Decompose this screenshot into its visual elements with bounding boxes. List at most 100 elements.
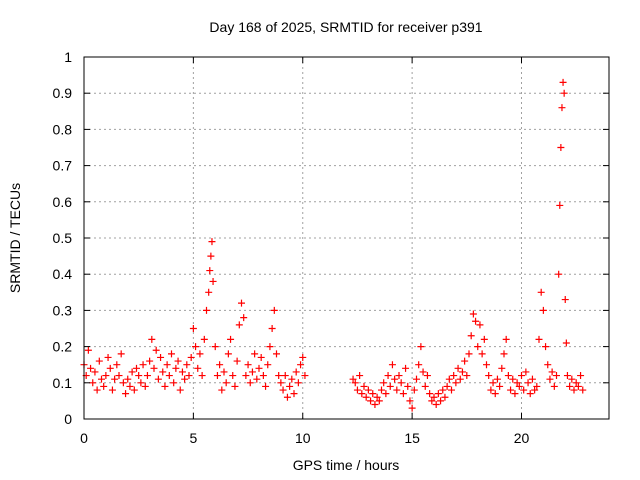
data-point xyxy=(544,361,552,369)
data-point xyxy=(251,350,259,358)
data-point xyxy=(168,350,175,358)
data-point xyxy=(220,368,228,376)
data-point xyxy=(115,372,123,380)
data-point xyxy=(205,288,213,296)
data-point xyxy=(456,375,464,383)
data-point xyxy=(133,364,140,372)
data-point xyxy=(231,382,239,390)
x-tick-label: 5 xyxy=(189,430,197,446)
data-point xyxy=(498,364,506,372)
data-point xyxy=(410,386,418,394)
data-point xyxy=(515,382,523,390)
y-axis-label: SRMTID / TECUs xyxy=(7,183,23,293)
y-tick-label: 0 xyxy=(64,411,72,427)
data-point xyxy=(432,401,440,409)
data-point xyxy=(286,382,294,390)
data-point xyxy=(502,335,510,343)
y-tick-label: 0.9 xyxy=(53,85,73,101)
data-point xyxy=(154,375,162,383)
data-point xyxy=(528,375,536,383)
data-point xyxy=(294,379,302,387)
data-points xyxy=(80,78,587,412)
data-point xyxy=(393,386,401,394)
data-point xyxy=(375,397,383,405)
data-point xyxy=(351,379,359,387)
data-point xyxy=(242,372,250,380)
data-point xyxy=(535,335,543,343)
data-point xyxy=(93,386,101,394)
data-point xyxy=(126,382,134,390)
data-point xyxy=(557,144,565,151)
data-point xyxy=(415,361,423,369)
data-point xyxy=(367,397,375,405)
data-point xyxy=(406,397,414,405)
data-point xyxy=(496,382,504,390)
data-point xyxy=(577,372,585,380)
data-point xyxy=(454,364,462,372)
x-tick-label: 0 xyxy=(80,430,88,446)
data-point xyxy=(222,379,230,387)
data-point xyxy=(491,390,499,398)
x-tick-label: 15 xyxy=(404,430,420,446)
data-point xyxy=(574,382,582,390)
data-point xyxy=(489,379,497,387)
data-point xyxy=(266,343,274,351)
data-point xyxy=(238,299,245,307)
data-point xyxy=(174,357,182,365)
data-point xyxy=(441,393,449,401)
data-point xyxy=(128,368,136,376)
data-point xyxy=(388,361,396,369)
data-point xyxy=(480,335,488,343)
data-point xyxy=(369,390,377,398)
data-point xyxy=(404,382,412,390)
data-point xyxy=(98,375,105,383)
data-point xyxy=(526,390,534,398)
data-point xyxy=(213,372,221,380)
data-point xyxy=(548,368,556,376)
data-point xyxy=(141,382,149,390)
data-point xyxy=(281,372,289,380)
data-point xyxy=(124,375,132,383)
data-point xyxy=(507,386,515,394)
data-point xyxy=(371,401,379,409)
data-point xyxy=(218,386,226,394)
data-point xyxy=(170,379,178,387)
y-tick-label: 0.1 xyxy=(53,375,73,391)
data-point xyxy=(192,343,200,351)
data-point xyxy=(452,379,460,387)
data-point xyxy=(288,375,296,383)
data-point xyxy=(224,350,232,358)
data-point xyxy=(450,372,458,380)
data-point xyxy=(443,382,451,390)
data-point xyxy=(469,310,477,318)
data-point xyxy=(187,353,195,361)
data-point xyxy=(159,368,167,376)
data-point xyxy=(546,375,554,383)
data-point xyxy=(430,393,438,401)
data-point xyxy=(511,390,519,398)
data-point xyxy=(408,404,416,412)
axis-ticks xyxy=(83,56,609,420)
y-tick-label: 0.5 xyxy=(53,230,73,246)
chart-title: Day 168 of 2025, SRMTID for receiver p39… xyxy=(209,19,482,35)
data-point xyxy=(198,372,206,380)
data-point xyxy=(216,361,224,369)
data-point xyxy=(358,390,366,398)
data-point xyxy=(560,89,568,97)
y-tick-label: 0.8 xyxy=(53,121,73,137)
data-point xyxy=(299,353,307,361)
data-point xyxy=(185,372,193,380)
data-point xyxy=(259,372,267,380)
data-point xyxy=(152,346,160,354)
data-point xyxy=(227,335,235,343)
data-point xyxy=(384,372,392,380)
data-point xyxy=(474,343,482,351)
data-point xyxy=(566,382,574,390)
data-point xyxy=(273,350,280,358)
data-point xyxy=(235,321,243,329)
y-tick-label: 0.4 xyxy=(53,266,73,282)
data-point xyxy=(163,361,171,369)
data-point xyxy=(362,393,370,401)
data-point xyxy=(378,386,385,394)
